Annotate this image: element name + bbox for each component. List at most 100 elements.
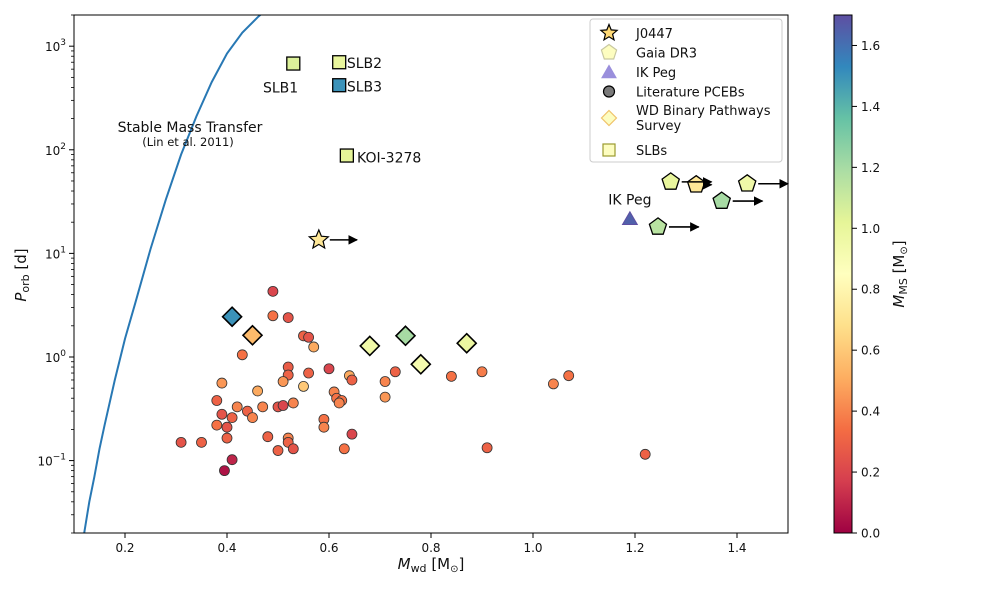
gaia-dr3-point [661,172,681,190]
legend-marker [601,64,617,79]
y-axis-ticks: 10−1 100 101 102 103 [37,14,74,534]
wd-pathways-point [221,306,243,328]
legend-marker [602,85,616,98]
stable-mass-transfer-layer [83,15,262,533]
pceb-point [563,370,575,382]
colorbar-tick-label: 1.0 [861,222,880,236]
pceb-point [639,448,651,460]
gaia-dr3-point [686,174,706,193]
pceb-point [226,412,238,423]
point-annotation: KOI-3278 [357,151,421,167]
pceb-point [548,378,559,390]
stable-mass-transfer-curve [83,15,262,533]
point-annotation: SLB3 [347,79,382,95]
colorbar-tick-label: 0.4 [861,405,880,419]
legend-marker [602,143,616,157]
wd-pathways-point [359,335,381,357]
pceb-point [445,370,457,382]
wd-pathways-point [394,325,417,347]
slb-point [332,55,347,70]
x-tick-label: 1.2 [625,541,644,555]
legend-label: J0447 [635,27,673,42]
pceb-point [252,385,264,397]
legend-label: Gaia DR3 [636,47,697,62]
pceb-point [287,443,299,455]
pceb-point [298,381,309,392]
colorbar-tick-label: 1.2 [861,161,880,175]
legend-label: SLBs [636,144,667,159]
x-tick-label: 0.4 [217,541,236,555]
legend-marker [600,43,618,60]
colorbar-tick-label: 0.6 [861,344,880,358]
pceb-point [323,363,335,375]
legend-marker [599,22,619,42]
legend-label: Survey [636,119,682,134]
colorbar-ticks: 0.0 0.2 0.4 0.6 0.8 1.0 1.2 1.4 1.6 [852,39,880,541]
pceb-point [333,397,345,409]
slb-point [286,56,301,71]
colorbar-tick-label: 0.8 [861,283,880,297]
slb-point [332,78,347,93]
x-tick-label: 0.8 [421,541,440,555]
pceb-point [267,310,279,322]
stable-mt-citation: (Lin et al. 2011) [142,135,234,149]
pceb-point [236,349,248,361]
y-tick-label: 103 [45,38,66,54]
pceb-point [303,367,315,379]
pceb-point [346,374,358,386]
pceb-point [221,421,233,433]
colorbar-tick-label: 0.2 [861,466,880,480]
stable-mt-label: Stable Mass Transfer [118,120,263,136]
point-annotation: IK Peg [608,193,651,209]
colorbar-gradient [833,14,853,534]
pceb-point [211,419,223,431]
point-annotation: SLB1 [263,80,298,96]
x-tick-label: 0.2 [115,541,134,555]
y-tick-label: 100 [45,349,66,365]
pceb-point [272,445,284,456]
pceb-point [476,366,488,378]
pceb-point [379,376,391,387]
y-tick-label: 10−1 [37,453,66,469]
pceb-point [175,436,187,448]
pceb-point [338,443,350,455]
pceb-point [221,432,233,444]
pceb-point [346,428,358,440]
x-tick-label: 0.6 [319,541,338,555]
gaia-dr3-point [712,191,732,209]
colorbar-tick-label: 1.6 [861,39,880,53]
point-annotations: SLB1 SLB2 SLB3 KOI-3278 IK Peg [263,56,652,209]
pceb-point [211,395,223,406]
lower-limit-arrows [329,177,789,245]
pceb-point [287,397,299,409]
pceb-point [216,408,228,420]
pceb-point [379,391,391,403]
y-tick-label: 101 [45,245,66,261]
legend-frame [589,18,783,163]
pceb-point [219,465,230,477]
legend-marker [600,109,618,127]
x-axis-label: Mwd [M⊙] [398,555,465,575]
gaia-dr3-point [737,173,757,192]
x-tick-label: 1.4 [727,541,746,555]
pceb-point [481,442,493,454]
pceb-point [226,454,238,466]
pceb-point [389,366,401,378]
colorbar-tick-label: 1.4 [861,100,880,114]
pceb-point [262,431,274,443]
legend: J0447 Gaia DR3 IK Peg Literature PCEBs WD Bi… [589,18,783,163]
slb-point [339,148,355,163]
pceb-point [267,285,279,297]
colorbar-label: MMS [M⊙] [890,240,910,307]
pceb-point [303,331,315,343]
legend-label: Literature PCEBs [636,86,745,101]
pceb-point [277,376,289,387]
legend-entries: J0447 Gaia DR3 IK Peg Literature PCEBs WD Bi… [599,22,771,159]
colorbar-tick-label: 0.0 [861,527,880,541]
pceb-point [277,400,289,411]
x-axis-ticks: 0.2 0.4 0.6 0.8 1.0 1.2 1.4 [115,533,747,555]
pceb-point [196,436,207,448]
data-points-layer [175,55,757,477]
point-annotation: SLB2 [347,56,382,72]
